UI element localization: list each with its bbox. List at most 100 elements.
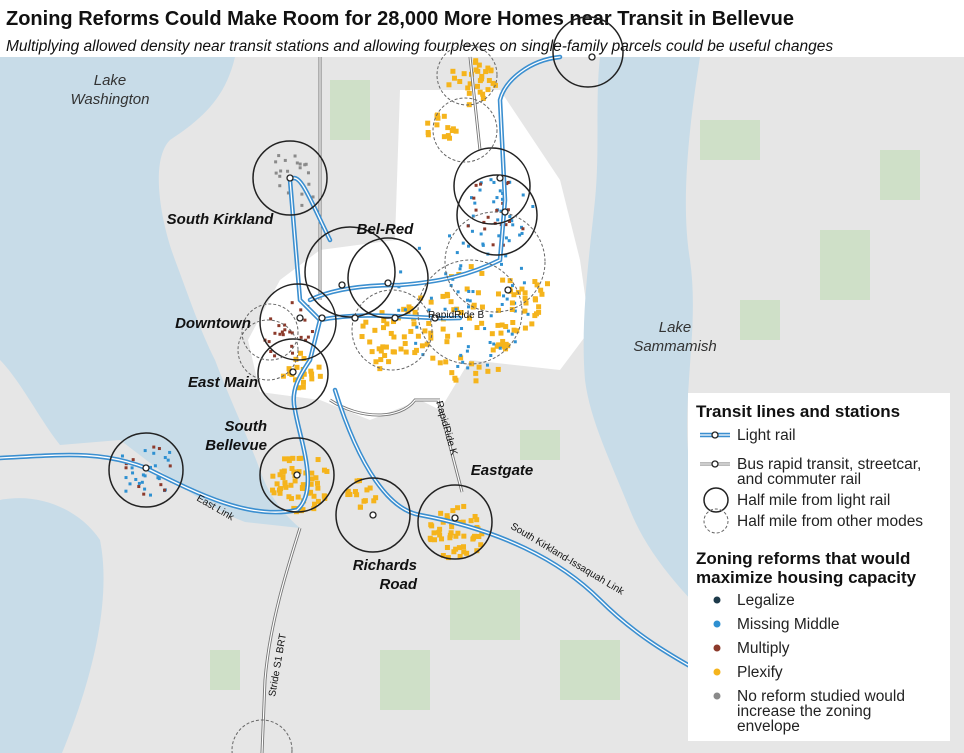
place-label: Bel-Red (357, 221, 415, 238)
parcel (390, 349, 396, 355)
parcel (495, 208, 499, 212)
parcel (436, 529, 442, 535)
parcel (485, 368, 491, 374)
parcel (480, 91, 486, 97)
parcel (367, 339, 373, 345)
parcel (513, 309, 517, 313)
place-label: Bellevue (205, 437, 267, 454)
parcel (291, 469, 297, 475)
parcel (508, 215, 512, 219)
parcel (486, 215, 490, 219)
parcel (478, 188, 482, 192)
parcel (429, 296, 433, 300)
legend-label: Multiply (737, 640, 790, 657)
parcel (496, 307, 502, 313)
parcel (474, 548, 480, 554)
parcel (309, 470, 315, 476)
light-rail-area (335, 477, 411, 553)
other-mode-area (436, 44, 498, 106)
parcel (503, 324, 509, 330)
parcel (428, 330, 434, 336)
parcel (534, 282, 540, 288)
other-mode-area (444, 211, 546, 313)
parcel (544, 281, 550, 287)
parcel (536, 304, 542, 310)
parcel (283, 328, 287, 332)
parcel (311, 195, 315, 199)
parcel (278, 174, 282, 178)
parcel (437, 526, 443, 532)
parcel (522, 325, 528, 331)
parcel (120, 454, 124, 458)
parcel (469, 361, 475, 367)
parcel (283, 323, 287, 327)
parcel (163, 456, 167, 460)
parcel (506, 208, 510, 212)
legend-swatch (713, 596, 721, 604)
parcel (456, 332, 462, 338)
parcel (489, 314, 493, 318)
parcel (279, 169, 283, 173)
parcel (317, 373, 323, 379)
parcel (286, 169, 290, 173)
parcel (466, 345, 470, 349)
parcel (507, 239, 511, 243)
parcel (367, 485, 373, 491)
parcel (303, 163, 307, 167)
parcel (401, 334, 407, 340)
parcel (511, 223, 515, 227)
parcel (378, 348, 384, 354)
parcel (445, 333, 451, 339)
legend-swatch (713, 620, 721, 628)
parcel (509, 306, 515, 312)
parcel (415, 325, 419, 329)
parcel (166, 458, 170, 462)
parcel (431, 530, 437, 536)
parcel (300, 379, 306, 385)
parcel (522, 308, 528, 314)
parcel (296, 469, 302, 475)
parcel (473, 378, 479, 384)
parcel (451, 307, 457, 313)
parcel (289, 465, 295, 471)
parcel (511, 292, 517, 298)
parcel (468, 264, 474, 270)
legend-label: increase the zoning (737, 703, 871, 720)
station-areas (108, 16, 624, 753)
parcel (153, 464, 157, 468)
parcel (496, 218, 500, 222)
parcel (523, 300, 529, 306)
parcel (371, 498, 377, 504)
parcel (299, 335, 303, 339)
title: Zoning Reforms Could Make Room for 28,00… (6, 8, 794, 30)
parcel (472, 533, 478, 539)
parcel (496, 342, 502, 348)
legend-icon (703, 508, 729, 534)
parcel (425, 130, 431, 136)
parcel (465, 85, 471, 91)
parcel (131, 458, 135, 462)
parcel (148, 493, 152, 497)
parcel (477, 78, 483, 84)
parcel (380, 325, 386, 331)
parcel (499, 322, 505, 328)
parcel (440, 519, 446, 525)
parcel (277, 490, 283, 496)
parcel (288, 330, 292, 334)
light-rail-area (257, 338, 329, 410)
parcel (278, 184, 282, 188)
parcel (424, 341, 430, 347)
parcel (461, 503, 467, 509)
parcel (300, 203, 304, 207)
parcel (403, 308, 407, 312)
parcel (352, 489, 358, 495)
parcel (479, 320, 485, 326)
parcel (311, 493, 317, 499)
parcel (489, 331, 495, 337)
parcel (391, 334, 397, 340)
parcel (386, 359, 392, 365)
parcel (345, 492, 351, 498)
parcel (300, 384, 306, 390)
parcel (405, 308, 411, 314)
parcel (485, 65, 491, 71)
